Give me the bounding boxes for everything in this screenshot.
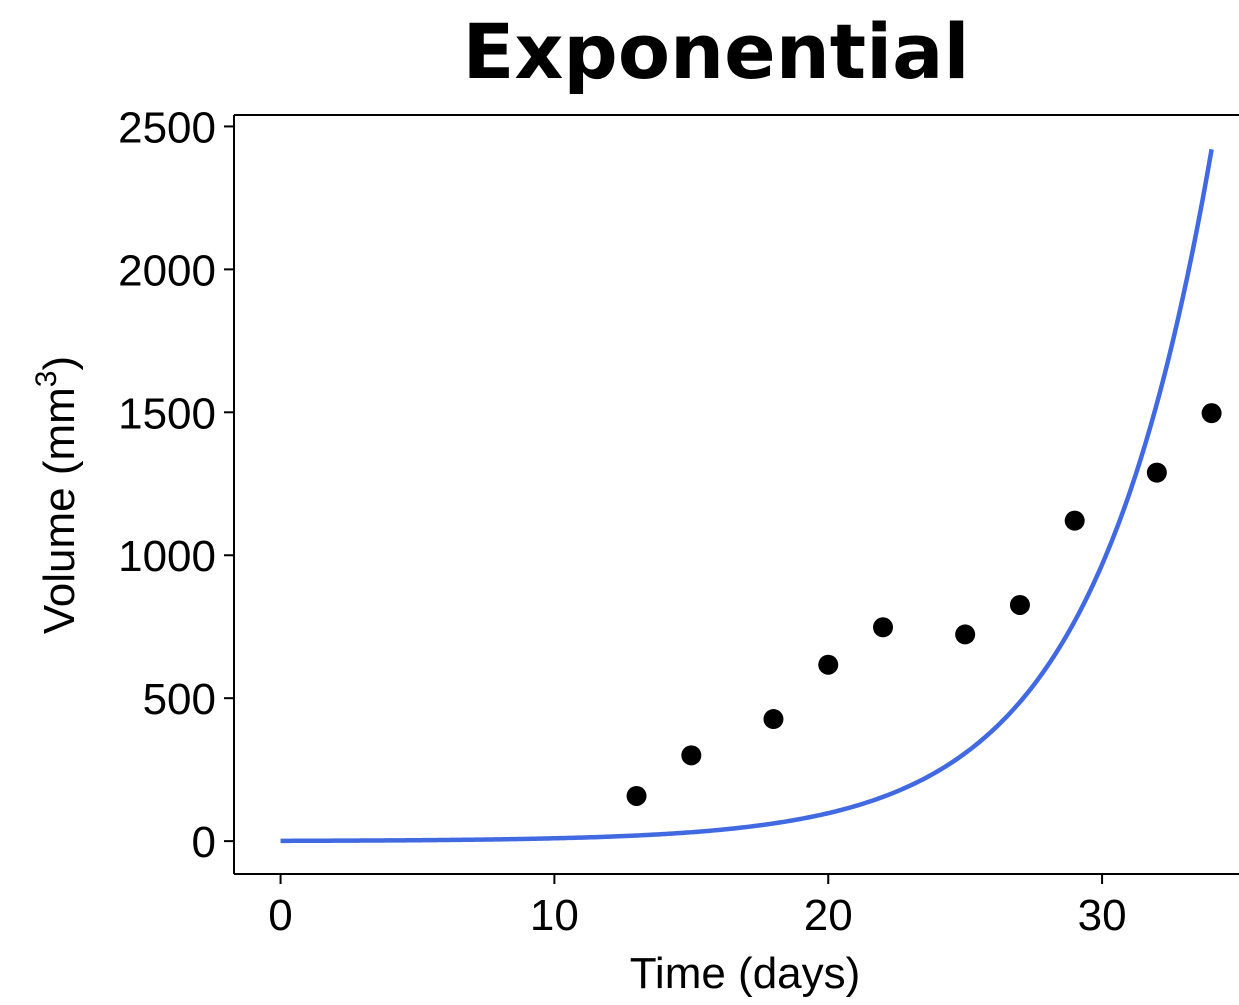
- data-point: [1064, 510, 1085, 531]
- x-tick-label: 0: [268, 891, 292, 940]
- y-axis: 0 500 1000 1500 2000 2500: [118, 103, 234, 867]
- data-point: [626, 785, 647, 806]
- y-tick-label: 1500: [118, 389, 216, 438]
- y-tick-label: 500: [143, 675, 216, 724]
- plot-frame: [233, 114, 1239, 875]
- x-axis: 0 10 20 30: [268, 874, 1127, 940]
- x-tick-label: 20: [804, 891, 853, 940]
- fit-curve: [280, 148, 1214, 844]
- x-tick-label: 10: [530, 891, 579, 940]
- data-point: [1201, 403, 1222, 424]
- data-point: [818, 654, 839, 675]
- chart-title: Exponential: [462, 7, 969, 96]
- x-tick-label: 30: [1078, 891, 1127, 940]
- y-tick-label: 2500: [118, 103, 216, 152]
- data-point: [681, 745, 702, 766]
- data-point: [1146, 462, 1167, 483]
- data-point: [955, 624, 976, 645]
- x-axis-label: Time (days): [630, 949, 861, 998]
- y-tick-label: 0: [192, 818, 216, 867]
- series-layer: [280, 148, 1222, 844]
- data-point: [873, 617, 894, 638]
- data-point: [763, 709, 784, 730]
- y-tick-label: 1000: [118, 532, 216, 581]
- y-axis-label: Volume (mm3): [30, 356, 84, 634]
- data-point: [1009, 594, 1030, 615]
- y-tick-label: 2000: [118, 246, 216, 295]
